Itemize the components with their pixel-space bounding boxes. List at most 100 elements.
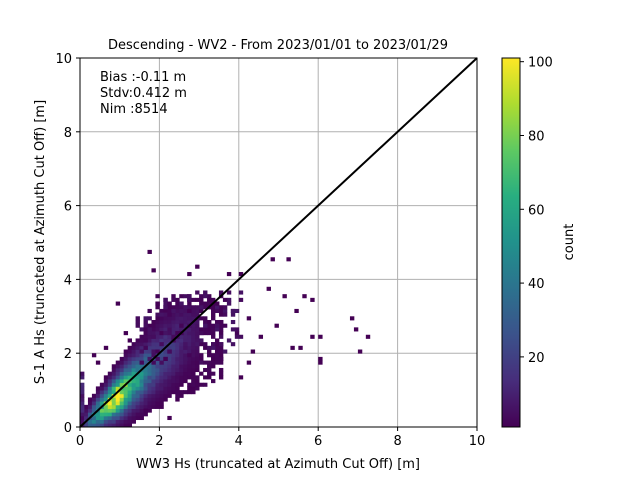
heatmap-cell — [211, 308, 216, 314]
heatmap-cell — [139, 382, 144, 387]
heatmap-cell — [119, 419, 125, 424]
heatmap-cell — [123, 349, 129, 354]
heatmap-cell — [123, 397, 129, 402]
heatmap-cell — [139, 401, 144, 406]
heatmap-cell — [222, 323, 228, 328]
heatmap-cell — [179, 342, 184, 347]
heatmap-cell — [183, 308, 188, 314]
heatmap-cell — [147, 375, 152, 380]
heatmap-cell — [99, 390, 105, 395]
heatmap-cell — [171, 379, 176, 384]
heatmap-cell — [207, 301, 212, 306]
heatmap-cell — [147, 345, 152, 350]
heatmap-cell — [135, 393, 140, 398]
chart-title: Descending - WV2 - From 2023/01/01 to 20… — [108, 38, 448, 53]
heatmap-cell — [183, 334, 188, 339]
heatmap-cell — [179, 360, 184, 365]
colorbar-tick-label: 40 — [528, 277, 545, 292]
heatmap-cell — [115, 371, 121, 376]
heatmap-cell — [199, 316, 204, 321]
heatmap-cell — [226, 338, 232, 343]
heatmap-cell — [103, 382, 109, 387]
heatmap-cell — [107, 412, 113, 417]
heatmap-cell — [226, 272, 232, 277]
heatmap-cell — [199, 297, 204, 302]
heatmap-cell — [143, 356, 148, 361]
heatmap-cell — [183, 312, 188, 317]
heatmap-cell — [135, 382, 140, 387]
x-tick-label: 2 — [155, 434, 163, 449]
heatmap-cell — [214, 308, 220, 314]
heatmap-cell — [99, 393, 105, 398]
heatmap-cell — [95, 390, 101, 395]
heatmap-cell — [207, 360, 212, 365]
heatmap-cell — [151, 360, 156, 365]
heatmap-cell — [159, 367, 164, 373]
y-tick-label: 0 — [64, 421, 72, 436]
heatmap-cell — [211, 360, 216, 365]
heatmap-cell — [147, 401, 152, 406]
heatmap-cell — [171, 356, 176, 361]
heatmap-cell — [199, 308, 204, 314]
heatmap-cell — [135, 412, 140, 417]
heatmap-cell — [175, 393, 180, 398]
heatmap-cell — [95, 404, 101, 409]
heatmap-cell — [163, 327, 168, 332]
heatmap-cell — [218, 305, 224, 310]
heatmap-cell — [151, 338, 156, 343]
heatmap-cell — [123, 401, 129, 406]
heatmap-cell — [147, 367, 152, 373]
heatmap-cell — [187, 390, 192, 395]
heatmap-cell — [83, 412, 89, 417]
heatmap-cell — [191, 386, 196, 391]
heatmap-cell — [143, 375, 148, 380]
heatmap-cell — [95, 393, 101, 398]
heatmap-cell — [195, 308, 200, 314]
heatmap-cell — [171, 386, 176, 391]
heatmap-cell — [191, 356, 196, 361]
heatmap-cell — [195, 379, 200, 384]
heatmap-cell — [115, 375, 121, 380]
heatmap-cell — [318, 356, 323, 361]
heatmap-cell — [203, 294, 208, 299]
heatmap-cell — [127, 353, 133, 358]
heatmap-cell — [230, 342, 236, 347]
heatmap-cell — [167, 393, 172, 398]
heatmap-cell — [175, 331, 180, 336]
heatmap-cell — [163, 297, 168, 302]
heatmap-cell — [159, 375, 164, 380]
heatmap-cell — [143, 338, 148, 343]
heatmap-cell — [159, 342, 164, 347]
heatmap-cell — [115, 401, 121, 406]
heatmap-cell — [171, 294, 176, 299]
y-tick-label: 8 — [64, 126, 72, 141]
heatmap-cell — [103, 423, 109, 428]
heatmap-cell — [131, 353, 136, 358]
heatmap-cell — [230, 312, 236, 317]
heatmap-cell — [163, 382, 168, 387]
heatmap-cell — [250, 349, 256, 354]
heatmap-cell — [175, 305, 180, 310]
heatmap-cell — [127, 356, 133, 361]
heatmap-cell — [111, 423, 117, 428]
heatmap-cell — [179, 319, 184, 325]
heatmap-cell — [159, 393, 164, 398]
heatmap-cell — [159, 390, 164, 395]
heatmap-cell — [91, 408, 97, 413]
heatmap-cell — [127, 349, 133, 354]
heatmap-cell — [151, 364, 156, 369]
heatmap-cell — [207, 319, 212, 325]
colorbar-tick-label: 60 — [528, 203, 545, 218]
heatmap-cell — [218, 356, 224, 361]
colorbar-ticks: 20 40 60 80 100 — [520, 56, 553, 366]
heatmap-cell — [175, 345, 180, 350]
heatmap-cell — [155, 386, 160, 391]
heatmap-cell — [111, 419, 117, 424]
heatmap-cell — [83, 423, 89, 428]
heatmap-cell — [155, 323, 160, 328]
heatmap-cell — [218, 327, 224, 332]
heatmap-cell — [171, 327, 176, 332]
heatmap-cell — [179, 364, 184, 369]
heatmap-cell — [167, 331, 172, 336]
